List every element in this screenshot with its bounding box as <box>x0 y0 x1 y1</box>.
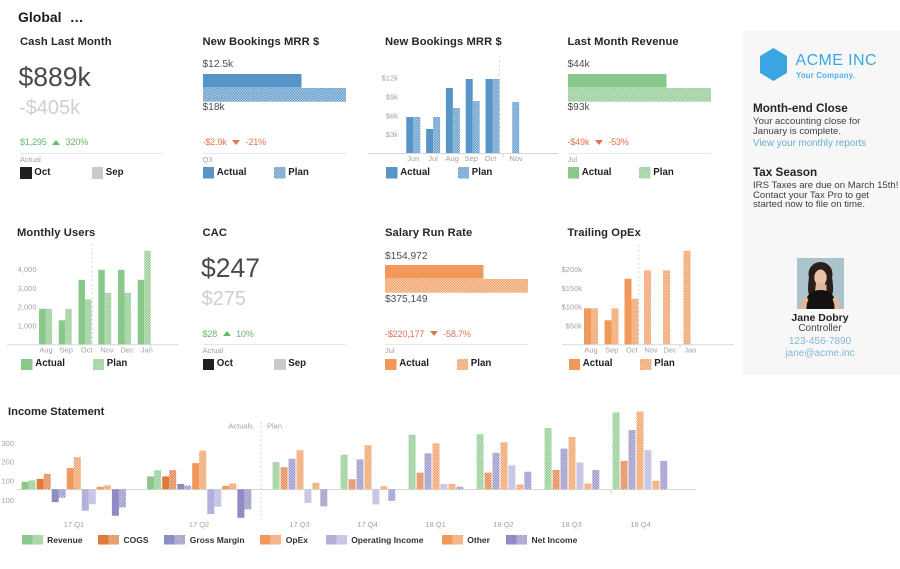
svg-text:Nov: Nov <box>644 345 658 354</box>
svg-text:Jun: Jun <box>407 154 419 163</box>
svg-text:Dec: Dec <box>121 345 135 354</box>
svg-text:4,000: 4,000 <box>18 265 37 274</box>
svg-text:$50k: $50k <box>566 321 583 330</box>
svg-text:18 Q4: 18 Q4 <box>630 520 650 529</box>
svg-text:200: 200 <box>1 458 14 467</box>
svg-text:Sep: Sep <box>60 345 73 354</box>
svg-text:3,000: 3,000 <box>18 284 37 293</box>
svg-text:100: 100 <box>1 477 14 486</box>
svg-text:$3k: $3k <box>386 130 398 139</box>
svg-text:$9k: $9k <box>386 93 398 102</box>
svg-text:$12k: $12k <box>382 74 399 83</box>
svg-text:Plan: Plan <box>267 421 282 430</box>
svg-text:18 Q3: 18 Q3 <box>561 520 581 529</box>
svg-text:2,000: 2,000 <box>18 303 37 312</box>
svg-text:Sep: Sep <box>465 154 478 163</box>
svg-text:Jul: Jul <box>428 154 438 163</box>
svg-text:$150k: $150k <box>562 284 582 293</box>
svg-text:Oct: Oct <box>81 345 94 354</box>
svg-text:18 Q2: 18 Q2 <box>493 520 513 529</box>
svg-text:Oct: Oct <box>485 154 498 163</box>
svg-text:17 Q3: 17 Q3 <box>289 520 309 529</box>
svg-text:Aug: Aug <box>584 345 597 354</box>
svg-text:Dec: Dec <box>663 345 677 354</box>
svg-text:300: 300 <box>1 439 14 448</box>
svg-text:17 Q1: 17 Q1 <box>64 520 84 529</box>
svg-text:Actuals: Actuals <box>228 421 253 430</box>
svg-text:18 Q1: 18 Q1 <box>425 520 445 529</box>
svg-text:Aug: Aug <box>445 154 458 163</box>
svg-text:Jan: Jan <box>684 345 696 354</box>
svg-text:Oct: Oct <box>626 345 639 354</box>
svg-text:1,000: 1,000 <box>18 321 37 330</box>
svg-text:Nov: Nov <box>509 154 523 163</box>
svg-text:17 Q4: 17 Q4 <box>357 520 377 529</box>
svg-text:17 Q2: 17 Q2 <box>189 520 209 529</box>
svg-text:Nov: Nov <box>100 345 114 354</box>
svg-text:Jan: Jan <box>141 345 153 354</box>
svg-text:$6k: $6k <box>386 111 398 120</box>
svg-text:100: 100 <box>1 496 14 505</box>
svg-text:Sep: Sep <box>605 345 618 354</box>
svg-text:Aug: Aug <box>39 345 52 354</box>
svg-text:$100k: $100k <box>562 303 582 312</box>
svg-text:$200k: $200k <box>562 265 582 274</box>
